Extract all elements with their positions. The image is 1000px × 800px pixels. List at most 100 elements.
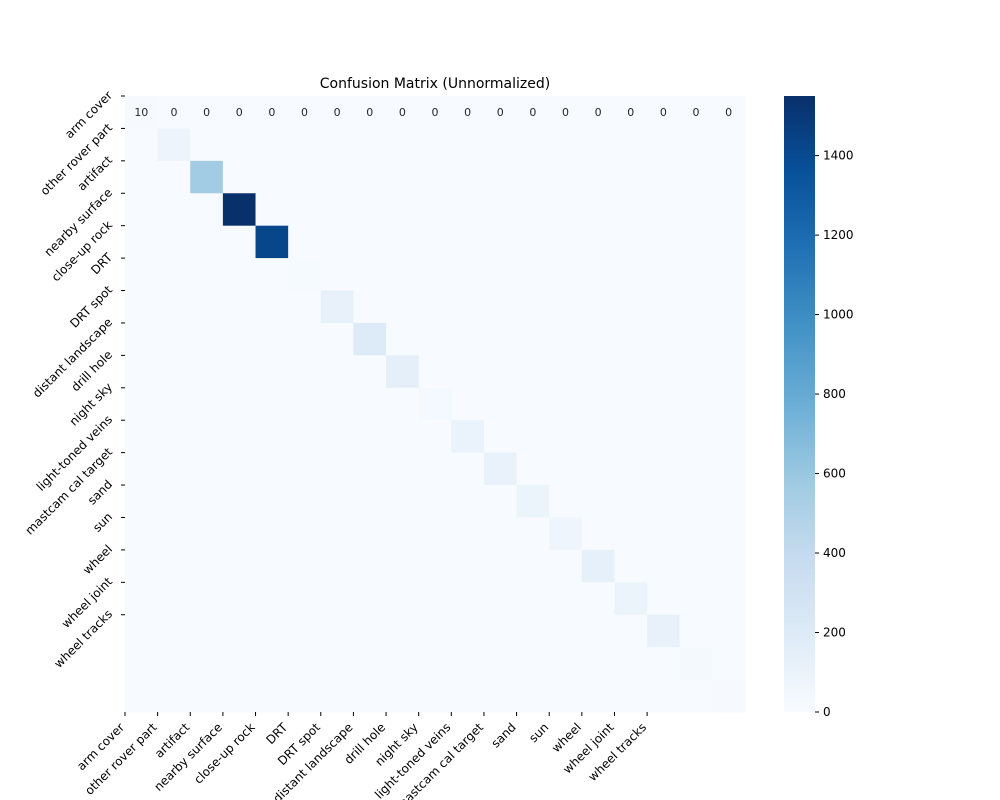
- heatmap-cell: [679, 485, 713, 518]
- heatmap-cell: [483, 549, 518, 583]
- heatmap-cell: [516, 322, 550, 356]
- heatmap-cell: [320, 193, 354, 227]
- heatmap-cell: [222, 225, 257, 259]
- heatmap-cell: [712, 322, 746, 356]
- heatmap-cell: [581, 679, 615, 713]
- heatmap-cell: [288, 355, 322, 389]
- heatmap-cell: [255, 128, 289, 162]
- colorbar-tick-label: 1200: [823, 228, 854, 242]
- heatmap-cell: [190, 96, 224, 129]
- heatmap-cell: [222, 549, 257, 583]
- heatmap-cell: [679, 160, 713, 194]
- heatmap-cell: [125, 128, 159, 162]
- heatmap-cell: [712, 225, 746, 259]
- heatmap-cell: [549, 225, 583, 259]
- cell-value-label: 0: [334, 106, 341, 119]
- heatmap-cell: [190, 582, 224, 616]
- heatmap-cell: [190, 290, 224, 324]
- heatmap-cell: [483, 517, 518, 551]
- heatmap-cell: [353, 225, 387, 259]
- heatmap-cell: [451, 290, 485, 324]
- heatmap-cell: [712, 96, 746, 129]
- heatmap-cell: [549, 647, 583, 681]
- heatmap-cell: [451, 387, 485, 421]
- cell-value-label: 0: [268, 106, 275, 119]
- heatmap-cell: [157, 128, 191, 162]
- heatmap-cell: [353, 193, 387, 227]
- heatmap-cell: [386, 96, 420, 129]
- heatmap-cell: [386, 290, 420, 324]
- heatmap-cell: [549, 582, 583, 616]
- heatmap-cell: [386, 485, 420, 518]
- heatmap-cell: [647, 225, 681, 259]
- heatmap-cell: [614, 322, 648, 356]
- heatmap-cell: [288, 452, 322, 486]
- heatmap-cell: [614, 679, 648, 713]
- heatmap-cell: [157, 452, 191, 486]
- cell-value-label: 0: [203, 106, 210, 119]
- heatmap-cell: [386, 582, 420, 616]
- heatmap-cell: [320, 485, 354, 518]
- heatmap-cell: [222, 322, 257, 356]
- heatmap-cell: [451, 225, 485, 259]
- heatmap-cell: [288, 549, 322, 583]
- heatmap-cell: [516, 128, 550, 162]
- heatmap-cell: [516, 387, 550, 421]
- heatmap-cell: [190, 452, 224, 486]
- heatmap-cell: [516, 647, 550, 681]
- heatmap-cell: [483, 485, 518, 518]
- heatmap-cell: [386, 614, 420, 648]
- y-tick-label: wheel: [80, 542, 115, 577]
- heatmap-cell: [483, 647, 518, 681]
- heatmap-cell: [516, 517, 550, 551]
- heatmap-cell: [581, 387, 615, 421]
- heatmap-cell: [614, 452, 648, 486]
- heatmap-cell: [712, 485, 746, 518]
- heatmap-cell: [353, 452, 387, 486]
- colorbar-tick-label: 1400: [823, 149, 854, 163]
- heatmap-cell: [549, 290, 583, 324]
- heatmap-cell: [712, 582, 746, 616]
- heatmap-cell: [190, 485, 224, 518]
- heatmap-cell: [288, 258, 322, 292]
- heatmap-cell: [679, 355, 713, 389]
- heatmap-cell: [255, 452, 289, 486]
- heatmap-cell: [255, 160, 289, 194]
- heatmap-cell: [320, 647, 354, 681]
- heatmap-cell: [320, 582, 354, 616]
- heatmap-cell: [190, 647, 224, 681]
- heatmap-cell: [320, 225, 354, 259]
- heatmap-cell: [288, 679, 322, 713]
- heatmap-cell: [157, 355, 191, 389]
- heatmap-cell: [679, 387, 713, 421]
- heatmap-cell: [255, 485, 289, 518]
- heatmap-cell: [516, 258, 550, 292]
- heatmap-cell: [320, 614, 354, 648]
- heatmap-cell: [647, 549, 681, 583]
- heatmap-cell: [614, 485, 648, 518]
- heatmap-cell: [386, 452, 420, 486]
- heatmap-cell: [516, 549, 550, 583]
- heatmap-cell: [451, 614, 485, 648]
- heatmap-cell: [516, 452, 550, 486]
- heatmap-cell: [353, 322, 387, 356]
- heatmap-cell: [712, 160, 746, 194]
- heatmap-cell: [157, 225, 191, 259]
- colorbar: 0 200 400 600 800 1000 1200 1400: [784, 96, 854, 719]
- heatmap-cell: [712, 549, 746, 583]
- heatmap-cell: [483, 322, 518, 356]
- heatmap-cell: [353, 549, 387, 583]
- heatmap-cell: [157, 322, 191, 356]
- heatmap-cell: [712, 452, 746, 486]
- heatmap-cell: [288, 647, 322, 681]
- heatmap-cell: [483, 290, 518, 324]
- heatmap-cell: [451, 452, 485, 486]
- heatmap-cell: [614, 517, 648, 551]
- heatmap-cell: [712, 387, 746, 421]
- heatmap-cell: [125, 355, 159, 389]
- heatmap-cell: [288, 582, 322, 616]
- heatmap-cell: [190, 549, 224, 583]
- heatmap-cell: [320, 290, 354, 324]
- heatmap-cell: [418, 160, 452, 194]
